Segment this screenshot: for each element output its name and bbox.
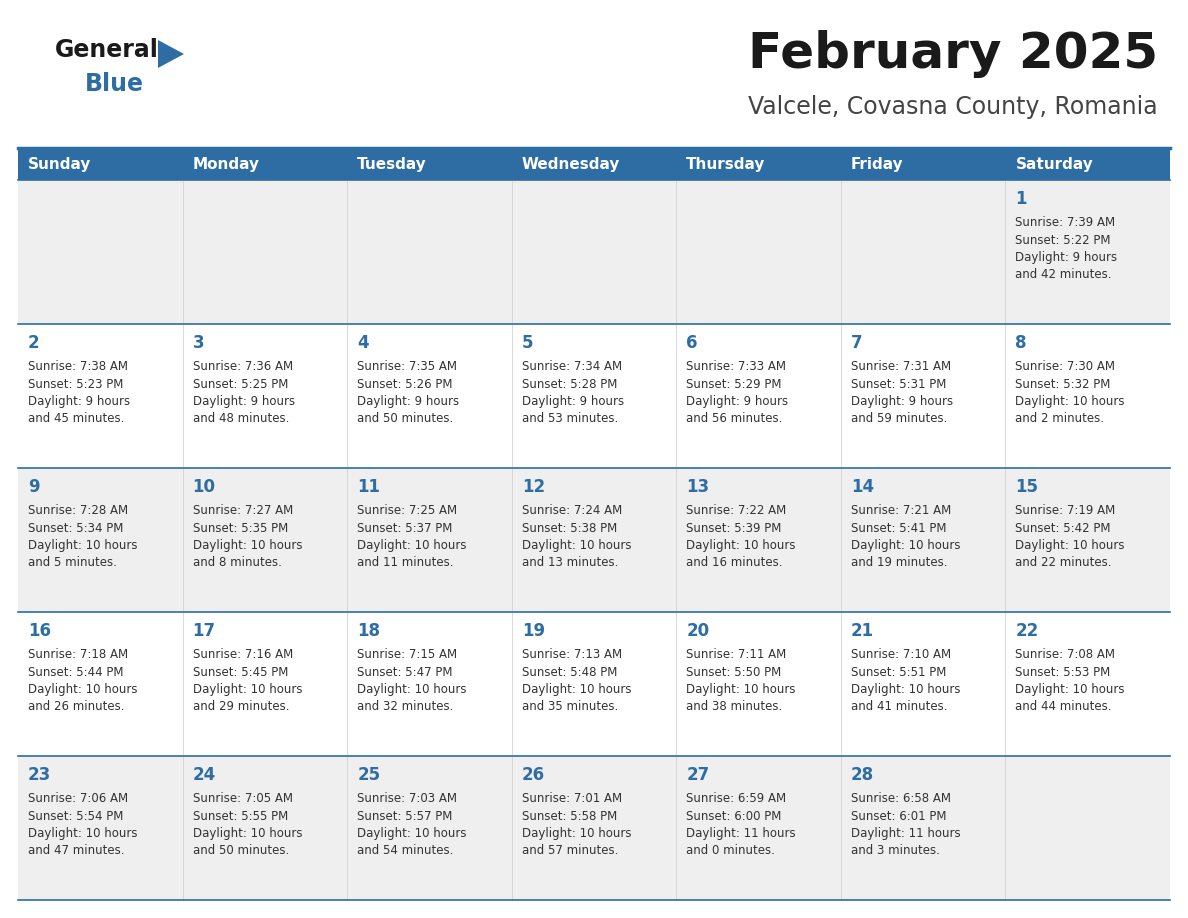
Text: Sunday: Sunday <box>29 156 91 172</box>
Text: Sunrise: 7:18 AM
Sunset: 5:44 PM
Daylight: 10 hours
and 26 minutes.: Sunrise: 7:18 AM Sunset: 5:44 PM Dayligh… <box>29 648 138 713</box>
Text: 4: 4 <box>358 334 368 352</box>
Text: 22: 22 <box>1016 622 1038 640</box>
Text: 20: 20 <box>687 622 709 640</box>
Text: 13: 13 <box>687 478 709 496</box>
Text: General: General <box>55 38 159 62</box>
Text: Sunrise: 7:31 AM
Sunset: 5:31 PM
Daylight: 9 hours
and 59 minutes.: Sunrise: 7:31 AM Sunset: 5:31 PM Dayligh… <box>851 360 953 426</box>
Text: 7: 7 <box>851 334 862 352</box>
Text: 8: 8 <box>1016 334 1026 352</box>
Text: Sunrise: 7:03 AM
Sunset: 5:57 PM
Daylight: 10 hours
and 54 minutes.: Sunrise: 7:03 AM Sunset: 5:57 PM Dayligh… <box>358 792 467 857</box>
Text: Sunrise: 7:05 AM
Sunset: 5:55 PM
Daylight: 10 hours
and 50 minutes.: Sunrise: 7:05 AM Sunset: 5:55 PM Dayligh… <box>192 792 302 857</box>
Text: 6: 6 <box>687 334 697 352</box>
Text: Sunrise: 7:33 AM
Sunset: 5:29 PM
Daylight: 9 hours
and 56 minutes.: Sunrise: 7:33 AM Sunset: 5:29 PM Dayligh… <box>687 360 789 426</box>
Text: 1: 1 <box>1016 190 1026 208</box>
Text: 23: 23 <box>29 766 51 784</box>
Text: Valcele, Covasna County, Romania: Valcele, Covasna County, Romania <box>748 95 1158 119</box>
Text: Sunrise: 6:58 AM
Sunset: 6:01 PM
Daylight: 11 hours
and 3 minutes.: Sunrise: 6:58 AM Sunset: 6:01 PM Dayligh… <box>851 792 960 857</box>
Text: Sunrise: 7:35 AM
Sunset: 5:26 PM
Daylight: 9 hours
and 50 minutes.: Sunrise: 7:35 AM Sunset: 5:26 PM Dayligh… <box>358 360 460 426</box>
Text: Tuesday: Tuesday <box>358 156 426 172</box>
Polygon shape <box>158 40 184 68</box>
Text: 10: 10 <box>192 478 215 496</box>
Text: Sunrise: 7:25 AM
Sunset: 5:37 PM
Daylight: 10 hours
and 11 minutes.: Sunrise: 7:25 AM Sunset: 5:37 PM Dayligh… <box>358 504 467 569</box>
Text: Sunrise: 7:15 AM
Sunset: 5:47 PM
Daylight: 10 hours
and 32 minutes.: Sunrise: 7:15 AM Sunset: 5:47 PM Dayligh… <box>358 648 467 713</box>
Bar <box>18 148 1170 180</box>
Text: Thursday: Thursday <box>687 156 765 172</box>
Bar <box>18 612 1170 756</box>
Text: 18: 18 <box>358 622 380 640</box>
Text: 24: 24 <box>192 766 216 784</box>
Text: 12: 12 <box>522 478 545 496</box>
Text: Sunrise: 7:36 AM
Sunset: 5:25 PM
Daylight: 9 hours
and 48 minutes.: Sunrise: 7:36 AM Sunset: 5:25 PM Dayligh… <box>192 360 295 426</box>
Text: 27: 27 <box>687 766 709 784</box>
Text: 2: 2 <box>29 334 39 352</box>
Text: 26: 26 <box>522 766 545 784</box>
Text: 21: 21 <box>851 622 874 640</box>
Bar <box>18 324 1170 468</box>
Text: Friday: Friday <box>851 156 904 172</box>
Text: Sunrise: 7:21 AM
Sunset: 5:41 PM
Daylight: 10 hours
and 19 minutes.: Sunrise: 7:21 AM Sunset: 5:41 PM Dayligh… <box>851 504 960 569</box>
Text: Sunrise: 7:34 AM
Sunset: 5:28 PM
Daylight: 9 hours
and 53 minutes.: Sunrise: 7:34 AM Sunset: 5:28 PM Dayligh… <box>522 360 624 426</box>
Text: Sunrise: 7:39 AM
Sunset: 5:22 PM
Daylight: 9 hours
and 42 minutes.: Sunrise: 7:39 AM Sunset: 5:22 PM Dayligh… <box>1016 216 1118 282</box>
Text: Sunrise: 7:19 AM
Sunset: 5:42 PM
Daylight: 10 hours
and 22 minutes.: Sunrise: 7:19 AM Sunset: 5:42 PM Dayligh… <box>1016 504 1125 569</box>
Text: 11: 11 <box>358 478 380 496</box>
Text: Sunrise: 7:06 AM
Sunset: 5:54 PM
Daylight: 10 hours
and 47 minutes.: Sunrise: 7:06 AM Sunset: 5:54 PM Dayligh… <box>29 792 138 857</box>
Text: 3: 3 <box>192 334 204 352</box>
Text: 9: 9 <box>29 478 39 496</box>
Text: 5: 5 <box>522 334 533 352</box>
Bar <box>18 468 1170 612</box>
Text: Sunrise: 7:38 AM
Sunset: 5:23 PM
Daylight: 9 hours
and 45 minutes.: Sunrise: 7:38 AM Sunset: 5:23 PM Dayligh… <box>29 360 131 426</box>
Text: Sunrise: 7:27 AM
Sunset: 5:35 PM
Daylight: 10 hours
and 8 minutes.: Sunrise: 7:27 AM Sunset: 5:35 PM Dayligh… <box>192 504 302 569</box>
Bar <box>18 756 1170 900</box>
Text: 15: 15 <box>1016 478 1038 496</box>
Text: Saturday: Saturday <box>1016 156 1093 172</box>
Text: Sunrise: 7:10 AM
Sunset: 5:51 PM
Daylight: 10 hours
and 41 minutes.: Sunrise: 7:10 AM Sunset: 5:51 PM Dayligh… <box>851 648 960 713</box>
Text: 16: 16 <box>29 622 51 640</box>
Text: Sunrise: 7:13 AM
Sunset: 5:48 PM
Daylight: 10 hours
and 35 minutes.: Sunrise: 7:13 AM Sunset: 5:48 PM Dayligh… <box>522 648 631 713</box>
Text: Sunrise: 6:59 AM
Sunset: 6:00 PM
Daylight: 11 hours
and 0 minutes.: Sunrise: 6:59 AM Sunset: 6:00 PM Dayligh… <box>687 792 796 857</box>
Text: 14: 14 <box>851 478 874 496</box>
Bar <box>18 180 1170 324</box>
Text: Sunrise: 7:22 AM
Sunset: 5:39 PM
Daylight: 10 hours
and 16 minutes.: Sunrise: 7:22 AM Sunset: 5:39 PM Dayligh… <box>687 504 796 569</box>
Text: Sunrise: 7:11 AM
Sunset: 5:50 PM
Daylight: 10 hours
and 38 minutes.: Sunrise: 7:11 AM Sunset: 5:50 PM Dayligh… <box>687 648 796 713</box>
Text: Blue: Blue <box>86 72 144 96</box>
Text: Sunrise: 7:24 AM
Sunset: 5:38 PM
Daylight: 10 hours
and 13 minutes.: Sunrise: 7:24 AM Sunset: 5:38 PM Dayligh… <box>522 504 631 569</box>
Text: Sunrise: 7:28 AM
Sunset: 5:34 PM
Daylight: 10 hours
and 5 minutes.: Sunrise: 7:28 AM Sunset: 5:34 PM Dayligh… <box>29 504 138 569</box>
Text: Sunrise: 7:30 AM
Sunset: 5:32 PM
Daylight: 10 hours
and 2 minutes.: Sunrise: 7:30 AM Sunset: 5:32 PM Dayligh… <box>1016 360 1125 426</box>
Text: Wednesday: Wednesday <box>522 156 620 172</box>
Text: 25: 25 <box>358 766 380 784</box>
Text: 28: 28 <box>851 766 874 784</box>
Text: 17: 17 <box>192 622 216 640</box>
Text: Monday: Monday <box>192 156 259 172</box>
Text: Sunrise: 7:16 AM
Sunset: 5:45 PM
Daylight: 10 hours
and 29 minutes.: Sunrise: 7:16 AM Sunset: 5:45 PM Dayligh… <box>192 648 302 713</box>
Text: Sunrise: 7:08 AM
Sunset: 5:53 PM
Daylight: 10 hours
and 44 minutes.: Sunrise: 7:08 AM Sunset: 5:53 PM Dayligh… <box>1016 648 1125 713</box>
Text: February 2025: February 2025 <box>748 30 1158 78</box>
Text: 19: 19 <box>522 622 545 640</box>
Text: Sunrise: 7:01 AM
Sunset: 5:58 PM
Daylight: 10 hours
and 57 minutes.: Sunrise: 7:01 AM Sunset: 5:58 PM Dayligh… <box>522 792 631 857</box>
